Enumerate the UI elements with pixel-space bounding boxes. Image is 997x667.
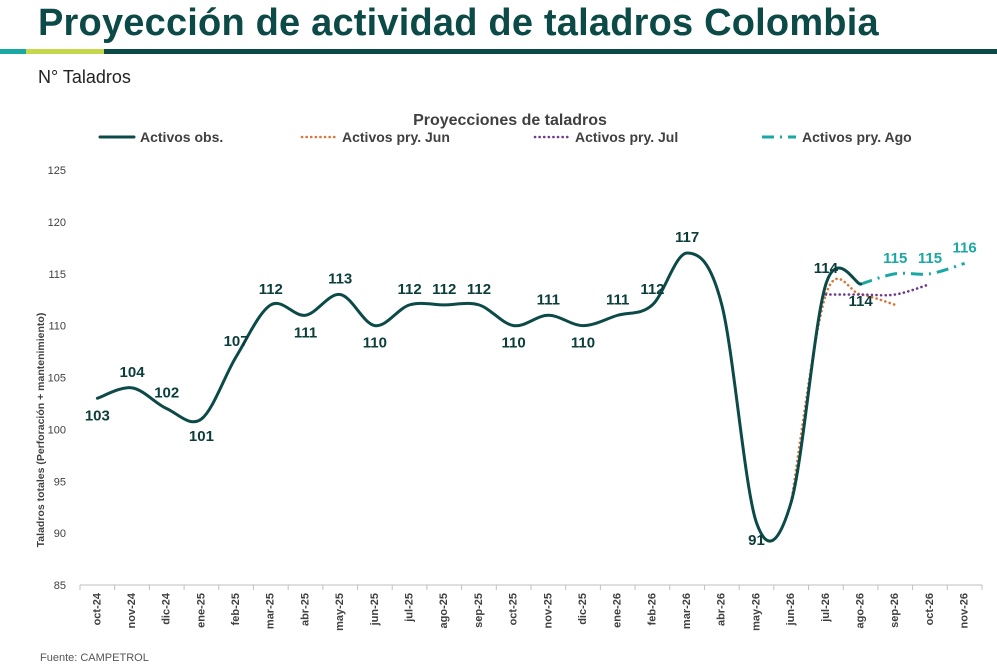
title-rule-dark: [104, 49, 997, 54]
y-tick-label: 100: [48, 424, 66, 436]
data-label: 112: [259, 281, 283, 298]
page-title: Proyección de actividad de taladros Colo…: [38, 2, 879, 44]
x-tick-label: feb-25: [230, 593, 242, 625]
y-tick-label: 95: [54, 476, 66, 488]
y-tick-label: 115: [48, 269, 66, 281]
data-label: 101: [189, 428, 214, 445]
series-line-activos-pry-jul: [824, 282, 932, 297]
data-label: 112: [432, 281, 456, 298]
x-tick-label: abr-25: [299, 593, 311, 626]
source-note: Fuente: CAMPETROL: [40, 652, 149, 664]
legend-label: Activos pry. Jun: [342, 129, 450, 145]
series-lines: [95, 251, 966, 543]
series-line-activos-pry-jun: [789, 277, 897, 504]
data-label: 114: [848, 293, 873, 310]
y-tick-label: 85: [54, 580, 66, 592]
data-label: 110: [571, 335, 595, 352]
data-label: 115: [883, 250, 907, 267]
title-rule-lime: [26, 49, 104, 54]
y-tick-label: 120: [48, 217, 66, 229]
x-tick-label: jun-25: [369, 593, 381, 626]
chart-title: Proyecciones de taladros: [413, 112, 607, 129]
axes: 85 90 95 100 105 110 115 120 125 oct-24 nov-24 dic-…: [48, 165, 983, 631]
x-tick-label: dic-25: [577, 593, 589, 625]
data-label: 117: [675, 229, 699, 246]
legend-label: Activos pry. Jul: [575, 129, 678, 145]
x-tick-label: jul-25: [403, 593, 415, 623]
data-label: 113: [328, 271, 352, 288]
y-tick-label: 90: [54, 528, 66, 540]
data-label: 114: [814, 260, 839, 277]
x-tick-label: ene-25: [195, 593, 207, 628]
y-tick-label: 125: [48, 165, 66, 177]
x-tick-label: abr-26: [716, 593, 728, 626]
data-label: 112: [640, 281, 664, 298]
data-label: 112: [397, 281, 421, 298]
data-label: 110: [363, 335, 387, 352]
data-label: 111: [537, 291, 560, 308]
x-tick-label: nov-26: [959, 593, 971, 628]
legend: Activos obs. Activos pry. Jun Activos pry.…: [98, 129, 912, 145]
x-tick-label: ene-26: [612, 593, 624, 628]
data-label: 104: [120, 364, 146, 381]
data-label: 115: [918, 250, 942, 267]
y-tick-label: 105: [48, 373, 66, 385]
data-label: 111: [294, 324, 317, 341]
x-tick-label: mar-25: [265, 593, 277, 629]
series-line-activos-obs-: [95, 251, 863, 543]
x-tick-label: may-26: [750, 593, 762, 631]
data-label: 102: [154, 385, 179, 402]
data-label: 103: [85, 407, 110, 424]
x-tick-label: nov-24: [126, 592, 138, 628]
y-axis-label: Taladros totales (Perforación + mantenim…: [35, 313, 47, 548]
series-line-activos-pry-ago: [860, 261, 966, 286]
data-label: 91: [748, 532, 765, 549]
legend-label: Activos obs.: [140, 129, 223, 145]
data-label: 116: [953, 239, 977, 256]
title-rule-teal: [0, 49, 26, 54]
y-tick-label: 110: [48, 321, 66, 333]
x-tick-label: sep-25: [473, 593, 485, 628]
x-tick-label: ago-26: [854, 593, 866, 628]
x-tick-label: may-25: [334, 593, 346, 631]
x-tick-label: oct-24: [91, 592, 103, 625]
x-tick-label: oct-26: [924, 593, 936, 625]
data-label: 107: [224, 333, 249, 350]
data-label: 111: [606, 291, 629, 308]
x-tick-label: sep-26: [889, 593, 901, 628]
data-labels: 103 104 102 101 107 112 111 113 110 112 112 112 110 1…: [85, 229, 977, 549]
data-label: 110: [502, 335, 526, 352]
x-tick-label: nov-25: [542, 593, 554, 628]
x-tick-label: ago-25: [438, 593, 450, 628]
x-tick-label: jul-26: [820, 593, 832, 623]
legend-label: Activos pry. Ago: [802, 129, 912, 145]
x-tick-label: oct-25: [508, 593, 520, 625]
x-tick-label: feb-26: [646, 593, 658, 625]
page-subtitle: N° Taladros: [38, 67, 131, 87]
data-label: 112: [467, 281, 491, 298]
x-tick-label: dic-24: [161, 592, 173, 625]
x-tick-label: jun-26: [785, 593, 797, 626]
x-tick-label: mar-26: [681, 593, 693, 629]
